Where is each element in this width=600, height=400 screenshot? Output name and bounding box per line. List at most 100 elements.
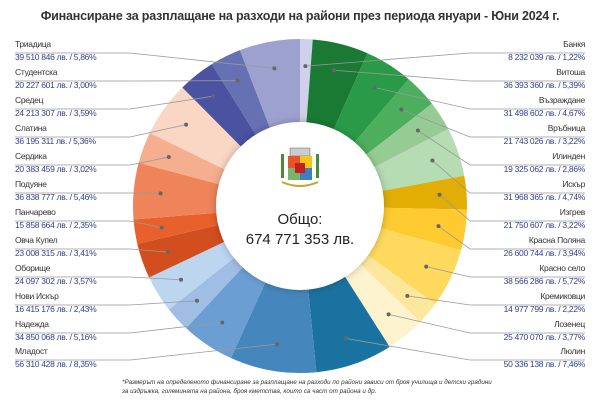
- leader-line: [407, 295, 585, 306]
- legend-item: Красна Поляна 26 600 744 лв. / 3,94%: [467, 235, 586, 259]
- leader-dot: [424, 264, 429, 269]
- leader-line: [374, 87, 585, 110]
- district-name: Сердика: [15, 151, 47, 161]
- district-value: 15 858 664 лв. / 2,35%: [15, 220, 97, 230]
- legend-item: Кремиковци 14 977 799 лв. / 2,22%: [467, 291, 586, 315]
- legend-item: Илинден 19 325 062 лв. / 2,86%: [467, 151, 586, 175]
- district-name: Триадица: [15, 39, 51, 49]
- slice-17: [137, 224, 226, 278]
- leader-dot: [430, 158, 435, 163]
- leader-line: [15, 124, 187, 138]
- leader-dot: [272, 66, 277, 71]
- district-value: 24 213 307 лв. / 3,59%: [15, 108, 97, 118]
- leader-dot: [194, 298, 199, 303]
- district-name: Подуяне: [15, 179, 47, 189]
- slice-21: [149, 87, 242, 170]
- slice-8: [380, 207, 467, 251]
- district-value: 8 232 039 лв. / 1,22%: [508, 52, 585, 62]
- chart-title: Финансиране за разплащане на разходи на …: [40, 9, 560, 23]
- district-name: Люлин: [560, 346, 585, 356]
- leader-dot: [372, 85, 377, 90]
- leader-dot: [159, 225, 164, 230]
- leader-line: [305, 52, 585, 67]
- leader-dot: [437, 192, 442, 197]
- district-name: Кремиковци: [540, 291, 585, 301]
- leader-dot: [220, 320, 225, 325]
- district-value: 56 310 428 лв. / 8,35%: [15, 359, 97, 369]
- slice-4: [354, 79, 432, 156]
- slice-1: [300, 39, 313, 124]
- leader-line: [15, 220, 162, 228]
- leader-line: [15, 95, 214, 110]
- legend-item: Възраждане 31 498 602 лв. / 4,67%: [467, 95, 586, 119]
- slice-10: [359, 254, 436, 322]
- total-value: 674 771 353 лв.: [245, 231, 355, 248]
- slice-7: [381, 175, 467, 210]
- leader-dot: [165, 250, 170, 255]
- district-name: Средец: [15, 95, 44, 105]
- district-name: Оборище: [15, 263, 51, 273]
- legend-item: Панчарево 15 858 664 лв. / 2,35%: [15, 207, 133, 231]
- district-value: 34 850 068 лв. / 5,16%: [15, 332, 97, 342]
- total-label: Общо:: [277, 211, 323, 228]
- district-name: Искър: [562, 179, 585, 189]
- leader-dot: [399, 107, 404, 112]
- district-value: 31 498 602 лв. / 4,67%: [503, 108, 586, 118]
- footnote: *Размерът на определеното финансиране за…: [122, 379, 492, 395]
- slice-14: [186, 266, 266, 359]
- district-value: 36 195 311 лв. / 5,36%: [15, 136, 96, 146]
- slice-15: [168, 257, 244, 329]
- slice-23: [211, 50, 271, 136]
- leader-line: [432, 160, 585, 194]
- district-value: 36 838 777 лв. / 5,46%: [15, 192, 97, 202]
- leader-line: [426, 266, 585, 278]
- district-value: 38 566 286 лв. / 5,72%: [503, 276, 586, 286]
- legend-item: Младост 56 310 428 лв. / 8,35%: [15, 346, 133, 370]
- leader-line: [15, 248, 168, 253]
- legend-item: Средец 24 213 307 лв. / 3,59%: [15, 95, 133, 119]
- district-name: Панчарево: [15, 207, 56, 217]
- slice-18: [133, 212, 220, 244]
- legend-item: Студентска 20 227 601 лв. / 3,00%: [15, 67, 133, 91]
- donut-hole: [216, 122, 384, 290]
- legend-item: Лозенец 25 470 070 лв. / 3,77%: [467, 319, 586, 343]
- district-name: Нови Искър: [15, 291, 59, 301]
- leader-dot: [179, 277, 184, 282]
- slice-13: [230, 281, 317, 373]
- leader-line: [401, 109, 585, 138]
- leader-dot: [436, 224, 441, 229]
- leader-dot: [211, 94, 216, 99]
- leader-dot: [235, 78, 240, 83]
- legend-item: Триадица 39 510 846 лв. / 5,86%: [15, 39, 133, 63]
- district-value: 50 336 138 лв. / 7,46%: [503, 359, 586, 369]
- leader-dot: [158, 191, 163, 196]
- legend-item: Подуяне 36 838 777 лв. / 5,46%: [15, 179, 133, 203]
- district-value: 21 750 607 лв. / 3,22%: [503, 220, 586, 230]
- leader-line: [15, 343, 278, 361]
- district-name: Възраждане: [538, 95, 585, 105]
- legend-item: Банкя 8 232 039 лв. / 1,22%: [467, 39, 585, 63]
- district-value: 14 977 799 лв. / 2,22%: [503, 304, 586, 314]
- district-name: Слатина: [15, 123, 47, 133]
- leader-line: [15, 52, 275, 69]
- district-name: Лозенец: [554, 319, 585, 329]
- legend-item: Овча Купел 23 008 315 лв. / 3,41%: [15, 235, 133, 259]
- district-value: 23 008 315 лв. / 3,41%: [15, 248, 97, 258]
- district-name: Витоша: [556, 67, 585, 77]
- district-value: 26 600 744 лв. / 3,94%: [503, 248, 586, 258]
- slice-6: [373, 128, 465, 191]
- legend-item: Искър 31 968 365 лв. / 4,74%: [467, 179, 586, 203]
- district-name: Банкя: [563, 39, 585, 49]
- legend-item: Слатина 36 195 311 лв. / 5,36%: [15, 123, 133, 147]
- legend-item: Надежда 34 850 068 лв. / 5,16%: [15, 319, 133, 343]
- leader-line: [388, 314, 585, 334]
- district-name: Младост: [15, 346, 48, 356]
- leader-dot: [303, 64, 308, 69]
- legend-item: Връбница 21 743 026 лв. / 3,22%: [467, 123, 586, 147]
- district-value: 20 383 459 лв. / 3,02%: [15, 164, 97, 174]
- legend-item: Оборище 24 097 302 лв. / 3,57%: [15, 263, 133, 287]
- leader-line: [439, 194, 585, 222]
- leader-dot: [405, 293, 410, 298]
- leader-dot: [275, 342, 280, 347]
